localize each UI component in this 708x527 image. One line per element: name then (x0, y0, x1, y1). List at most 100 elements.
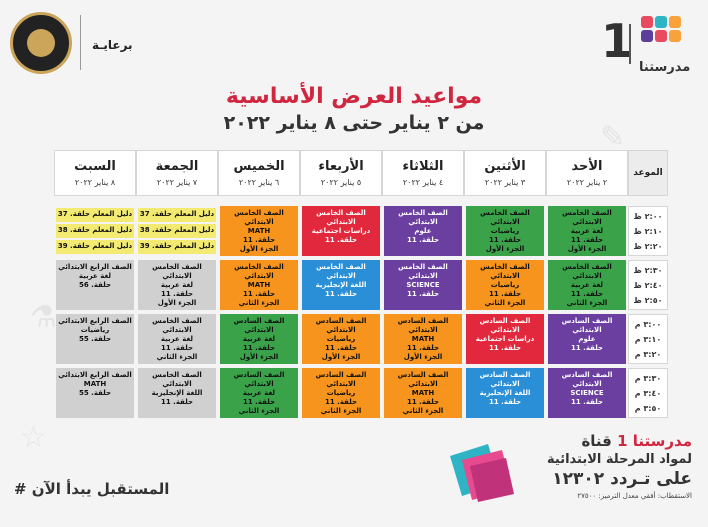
program-line: حلقة. 11 (160, 398, 194, 406)
program-slot: الصف الرابع الابتدائي رياضيات حلقة. 55 (56, 314, 134, 364)
program-line: حلقة. 11 (324, 344, 358, 352)
program-line: دليل المعلم حلقة. 38 (139, 226, 215, 234)
program-line: الصف الخامس الابتدائي (398, 263, 448, 280)
program-line: حلقة. 11 (406, 344, 440, 352)
day-name: الثلاثاء (402, 159, 444, 174)
channel-info: مدرستنا 1 قناة لمواد المرحلة الابتدائية … (482, 432, 692, 500)
program-slot: الصف السادس الابتدائي SCIENCE حلقة. 11 (548, 368, 626, 418)
day-header: الأحد ٢ يناير ٢٠٢٢ (546, 150, 628, 196)
program-line: الجزء الأول (157, 299, 197, 307)
program-line: الجزء الأول (567, 245, 607, 253)
background-doodle: ⚗ (30, 300, 57, 335)
program-line: الجزء الثاني (320, 407, 362, 415)
program-line: الصف الخامس الابتدائي (316, 263, 366, 280)
program-line: رياضيات (490, 281, 520, 289)
program-line: الجزء الثاني (238, 407, 280, 415)
day-header: الأثنين ٣ يناير ٢٠٢٢ (464, 150, 546, 196)
program-slot: الصف الخامس الابتدائي رياضيات حلقة. 11 الجز… (466, 260, 544, 310)
day-name: الأربعاء (318, 159, 364, 174)
program-line: الصف الخامس الابتدائي (234, 263, 284, 280)
program-line: حلقة. 11 (406, 398, 440, 406)
reception-note: الاستقطاب: أفقي معدل الترميز: ٢٧٥٠٠ (577, 492, 692, 500)
brand-block (641, 30, 653, 42)
program-line: الصف الرابع الابتدائي (58, 371, 132, 379)
brand-block (655, 16, 667, 28)
program-slot: الصف السادس الابتدائي لغة عربية حلقة. 11 ال… (220, 368, 298, 418)
program-line: الجزء الثاني (156, 353, 198, 361)
program-line: الصف السادس الابتدائي (561, 371, 613, 388)
background-doodle: ✎ (600, 120, 626, 155)
teacher-guide-slot: دليل المعلم حلقة. 38 (56, 224, 134, 238)
program-line: الصف الخامس الابتدائي (562, 263, 612, 280)
program-slot: الصف السادس الابتدائي MATH حلقة. 11 الجزء ا… (384, 368, 462, 418)
program-line: لغة عربية (242, 335, 276, 343)
time-slot-group: ٢:٠٠ ظ ٢:١٠ ظ ٢:٢٠ ظ (628, 206, 668, 256)
program-line: رياضيات (80, 326, 110, 334)
day-header: الثلاثاء ٤ يناير ٢٠٢٢ (382, 150, 464, 196)
program-line: الصف السادس الابتدائي (315, 371, 367, 388)
channel-prefix: قناة (581, 432, 612, 450)
program-line: حلقة. 11 (324, 290, 358, 298)
program-line: حلقة. 11 (242, 398, 276, 406)
program-slot: الصف الخامس الابتدائي MATH حلقة. 11 الجزء ا… (220, 260, 298, 310)
program-line: الجزء الأول (239, 245, 279, 253)
program-slot: الصف السادس الابتدائي دراسات اجتماعية حلقة… (466, 314, 544, 364)
program-line: رياضيات (326, 335, 356, 343)
time-slot: ٣:٥٠ م (634, 404, 662, 413)
day-header: الأربعاء ٥ يناير ٢٠٢٢ (300, 150, 382, 196)
day-date: ٤ يناير ٢٠٢٢ (402, 178, 444, 187)
page-title: مواعيد العرض الأساسية (225, 84, 483, 109)
program-line: حلقة. 11 (406, 236, 440, 244)
program-line: الصف السادس الابتدائي (561, 317, 613, 334)
day-date: ٣ يناير ٢٠٢٢ (484, 178, 526, 187)
program-line: حلقة. 11 (242, 290, 276, 298)
program-line: علوم (414, 227, 432, 235)
day-header: الجمعة ٧ يناير ٢٠٢٢ (136, 150, 218, 196)
program-line: MATH (411, 335, 435, 343)
program-slot: الصف الخامس الابتدائي اللغة الإنجليزية حلق… (138, 368, 216, 418)
brand-logo: 1 مدرستنا (601, 10, 696, 80)
channel-title: مدرستنا 1 قناة (482, 432, 692, 450)
program-line: الصف الخامس الابتدائي (152, 317, 202, 334)
program-line: MATH (83, 380, 107, 388)
program-line: الصف السادس الابتدائي (315, 317, 367, 334)
channel-name: مدرستنا 1 (617, 432, 692, 450)
program-line: الصف الخامس الابتدائي (316, 209, 366, 226)
program-line: حلقة. 11 (488, 344, 522, 352)
brand-block (669, 16, 681, 28)
program-line: الصف الخامس الابتدائي (398, 209, 448, 226)
program-line: رياضيات (326, 389, 356, 397)
program-line: الصف السادس الابتدائي (397, 317, 449, 334)
brand-divider (629, 24, 631, 64)
program-line: لغة عربية (160, 335, 194, 343)
day-name: الأثنين (484, 159, 526, 174)
program-line: الجزء الثاني (484, 299, 526, 307)
day-name: الخميس (233, 159, 285, 174)
program-slot: الصف السادس الابتدائي رياضيات حلقة. 11 الجز… (302, 368, 380, 418)
program-slot: الصف الرابع الابتدائي MATH حلقة. 55 (56, 368, 134, 418)
brand-block (655, 30, 667, 42)
channel-frequency: على تـردد ١٢٣٠٢ (552, 469, 692, 489)
brand-name: مدرستنا (639, 60, 691, 75)
program-slot: الصف السادس الابتدائي MATH حلقة. 11 الجزء ا… (384, 314, 462, 364)
program-line: الجزء الأول (239, 353, 279, 361)
program-line: دليل المعلم حلقة. 39 (139, 242, 215, 250)
day-date: ٢ يناير ٢٠٢٢ (566, 178, 608, 187)
program-line: الجزء الثاني (238, 299, 280, 307)
program-line: رياضيات (490, 227, 520, 235)
program-line: حلقة. 11 (242, 344, 276, 352)
program-slot: الصف السادس الابتدائي لغة عربية حلقة. 11 ال… (220, 314, 298, 364)
time-slot: ٣:١٠ م (634, 335, 662, 344)
program-slot: الصف الخامس الابتدائي MATH حلقة. 11 الجزء ا… (220, 206, 298, 256)
program-line: حلقة. 11 (406, 290, 440, 298)
program-line: الصف الخامس الابتدائي (480, 209, 530, 226)
program-line: الجزء الأول (321, 353, 361, 361)
time-slot: ٢:٠٠ ظ (633, 212, 663, 221)
program-line: حلقة. 11 (570, 398, 604, 406)
program-line: SCIENCE (406, 281, 440, 289)
day-date: ٧ يناير ٢٠٢٢ (156, 178, 198, 187)
program-slot: الصف الخامس الابتدائي علوم حلقة. 11 (384, 206, 462, 256)
program-line: حلقة. 11 (160, 290, 194, 298)
time-slot: ٢:٤٠ ظ (633, 281, 663, 290)
program-line: حلقة. 11 (570, 236, 604, 244)
